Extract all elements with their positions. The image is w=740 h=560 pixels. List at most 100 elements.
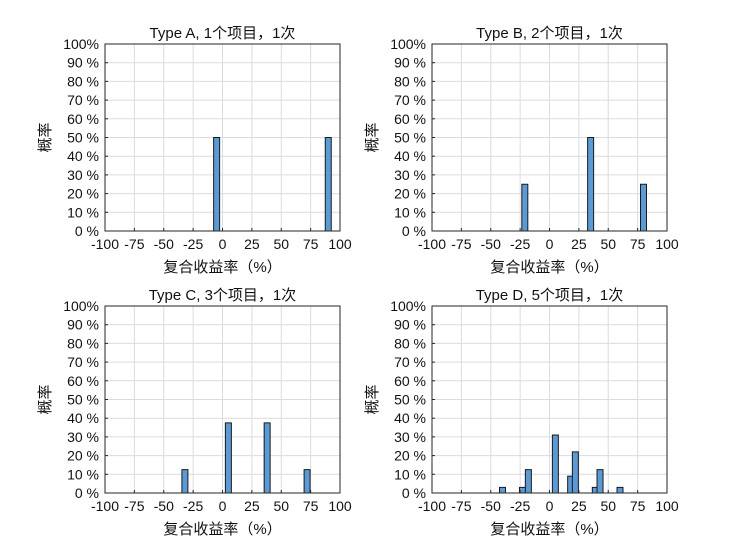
y-tick-label: 50 % — [67, 392, 99, 408]
x-tick-label: -100 — [91, 498, 119, 514]
y-tick-label: 80 % — [67, 73, 99, 89]
y-tick-label: 10 % — [394, 204, 426, 220]
y-tick-label: 10 % — [394, 466, 426, 482]
bar — [587, 137, 595, 232]
x-axis-label: 复合收益率（%） — [163, 520, 281, 538]
y-axis-label: 概率 — [37, 122, 54, 152]
bar — [521, 183, 529, 232]
x-tick-label: 0 — [219, 236, 227, 252]
x-axis-label: 复合收益率（%） — [163, 258, 281, 276]
x-tick-label: 75 — [303, 498, 319, 514]
bar — [181, 469, 189, 494]
x-tick-label: 25 — [571, 236, 587, 252]
x-tick-label: 0 — [219, 498, 227, 514]
y-tick-label: 60 % — [394, 373, 426, 389]
subplot-title: Type A, 1个项目，1次 — [150, 25, 296, 42]
y-tick-label: 90 % — [67, 317, 99, 333]
bar — [596, 469, 604, 494]
y-tick-label: 80 % — [394, 335, 426, 351]
x-tick-label: 75 — [303, 236, 319, 252]
subplot-title: Type C, 3个项目，1次 — [149, 287, 297, 304]
bar — [324, 137, 332, 232]
y-tick-label: 40 % — [394, 148, 426, 164]
y-axis-label: 概率 — [37, 384, 54, 414]
subplot-2: -100 -75 -50 -25 0 25 50 75 100 0 % 10 % 20 % 30 % 40… — [37, 287, 352, 538]
x-tick-label: -50 — [481, 236, 501, 252]
y-tick-label: 30 % — [67, 429, 99, 445]
y-tick-label: 70 % — [67, 92, 99, 108]
y-tick-label: 30 % — [394, 429, 426, 445]
x-tick-label: -75 — [451, 236, 471, 252]
y-tick-label: 20 % — [394, 448, 426, 464]
y-tick-label: 60 % — [67, 111, 99, 127]
y-tick-label: 80 % — [394, 73, 426, 89]
y-tick-label: 70 % — [394, 354, 426, 370]
y-tick-label: 70 % — [394, 92, 426, 108]
x-tick-label: 25 — [244, 236, 260, 252]
x-tick-label: 0 — [546, 236, 554, 252]
y-tick-label: 20 % — [394, 186, 426, 202]
x-tick-label: -100 — [91, 236, 119, 252]
y-tick-label: 100% — [390, 36, 426, 52]
subplot-3: -100 -75 -50 -25 0 25 50 75 100 0 % 10 % 20 % 30 % 40… — [364, 287, 679, 538]
x-tick-label: -50 — [154, 498, 174, 514]
x-tick-label: 100 — [655, 498, 679, 514]
y-tick-label: 10 % — [67, 466, 99, 482]
x-tick-label: -100 — [418, 236, 446, 252]
y-tick-label: 30 % — [67, 167, 99, 183]
bar — [263, 422, 271, 494]
y-tick-label: 10 % — [67, 204, 99, 220]
y-tick-label: 20 % — [67, 186, 99, 202]
y-tick-label: 30 % — [394, 167, 426, 183]
subplot-title: Type B, 2个项目，1次 — [476, 25, 623, 42]
y-tick-label: 0 % — [75, 485, 99, 501]
x-tick-label: 50 — [273, 498, 289, 514]
y-tick-label: 100% — [63, 36, 99, 52]
x-tick-label: -25 — [510, 498, 530, 514]
y-tick-label: 100% — [390, 298, 426, 314]
bar — [551, 434, 559, 494]
y-axis-label: 概率 — [364, 384, 381, 414]
y-tick-label: 0 % — [402, 485, 426, 501]
y-tick-label: 90 % — [394, 55, 426, 71]
subplot-title: Type D, 5个项目，1次 — [476, 287, 624, 304]
bar — [499, 486, 506, 494]
x-axis-label: 复合收益率（%） — [490, 258, 608, 276]
x-tick-label: -75 — [124, 236, 144, 252]
y-tick-label: 50 % — [67, 130, 99, 146]
x-axis-label: 复合收益率（%） — [490, 520, 608, 538]
x-tick-label: -25 — [510, 236, 530, 252]
y-tick-label: 20 % — [67, 448, 99, 464]
y-tick-label: 50 % — [394, 130, 426, 146]
x-tick-label: 75 — [630, 236, 646, 252]
x-tick-label: -75 — [124, 498, 144, 514]
bar — [213, 137, 221, 232]
x-tick-label: 100 — [328, 498, 352, 514]
bar — [571, 451, 579, 494]
y-tick-label: 0 % — [402, 223, 426, 239]
x-tick-label: 25 — [244, 498, 260, 514]
y-tick-label: 60 % — [67, 373, 99, 389]
bar — [303, 469, 311, 494]
bar — [640, 183, 647, 232]
x-tick-label: -75 — [451, 498, 471, 514]
bar — [224, 422, 232, 494]
y-tick-label: 100% — [63, 298, 99, 314]
x-tick-label: 50 — [600, 236, 616, 252]
x-tick-label: 75 — [630, 498, 646, 514]
x-tick-label: -100 — [418, 498, 446, 514]
y-tick-label: 90 % — [67, 55, 99, 71]
bar — [616, 486, 624, 494]
x-tick-label: -25 — [183, 236, 203, 252]
x-tick-label: -50 — [481, 498, 501, 514]
subplot-1: -100 -75 -50 -25 0 25 50 75 100 0 % 10 % 20 % 30 % 40… — [364, 25, 679, 276]
y-tick-label: 40 % — [67, 410, 99, 426]
x-tick-label: 25 — [571, 498, 587, 514]
y-axis-label: 概率 — [364, 122, 381, 152]
x-tick-label: 100 — [328, 236, 352, 252]
y-tick-label: 0 % — [75, 223, 99, 239]
y-tick-label: 60 % — [394, 111, 426, 127]
x-tick-label: -25 — [183, 498, 203, 514]
